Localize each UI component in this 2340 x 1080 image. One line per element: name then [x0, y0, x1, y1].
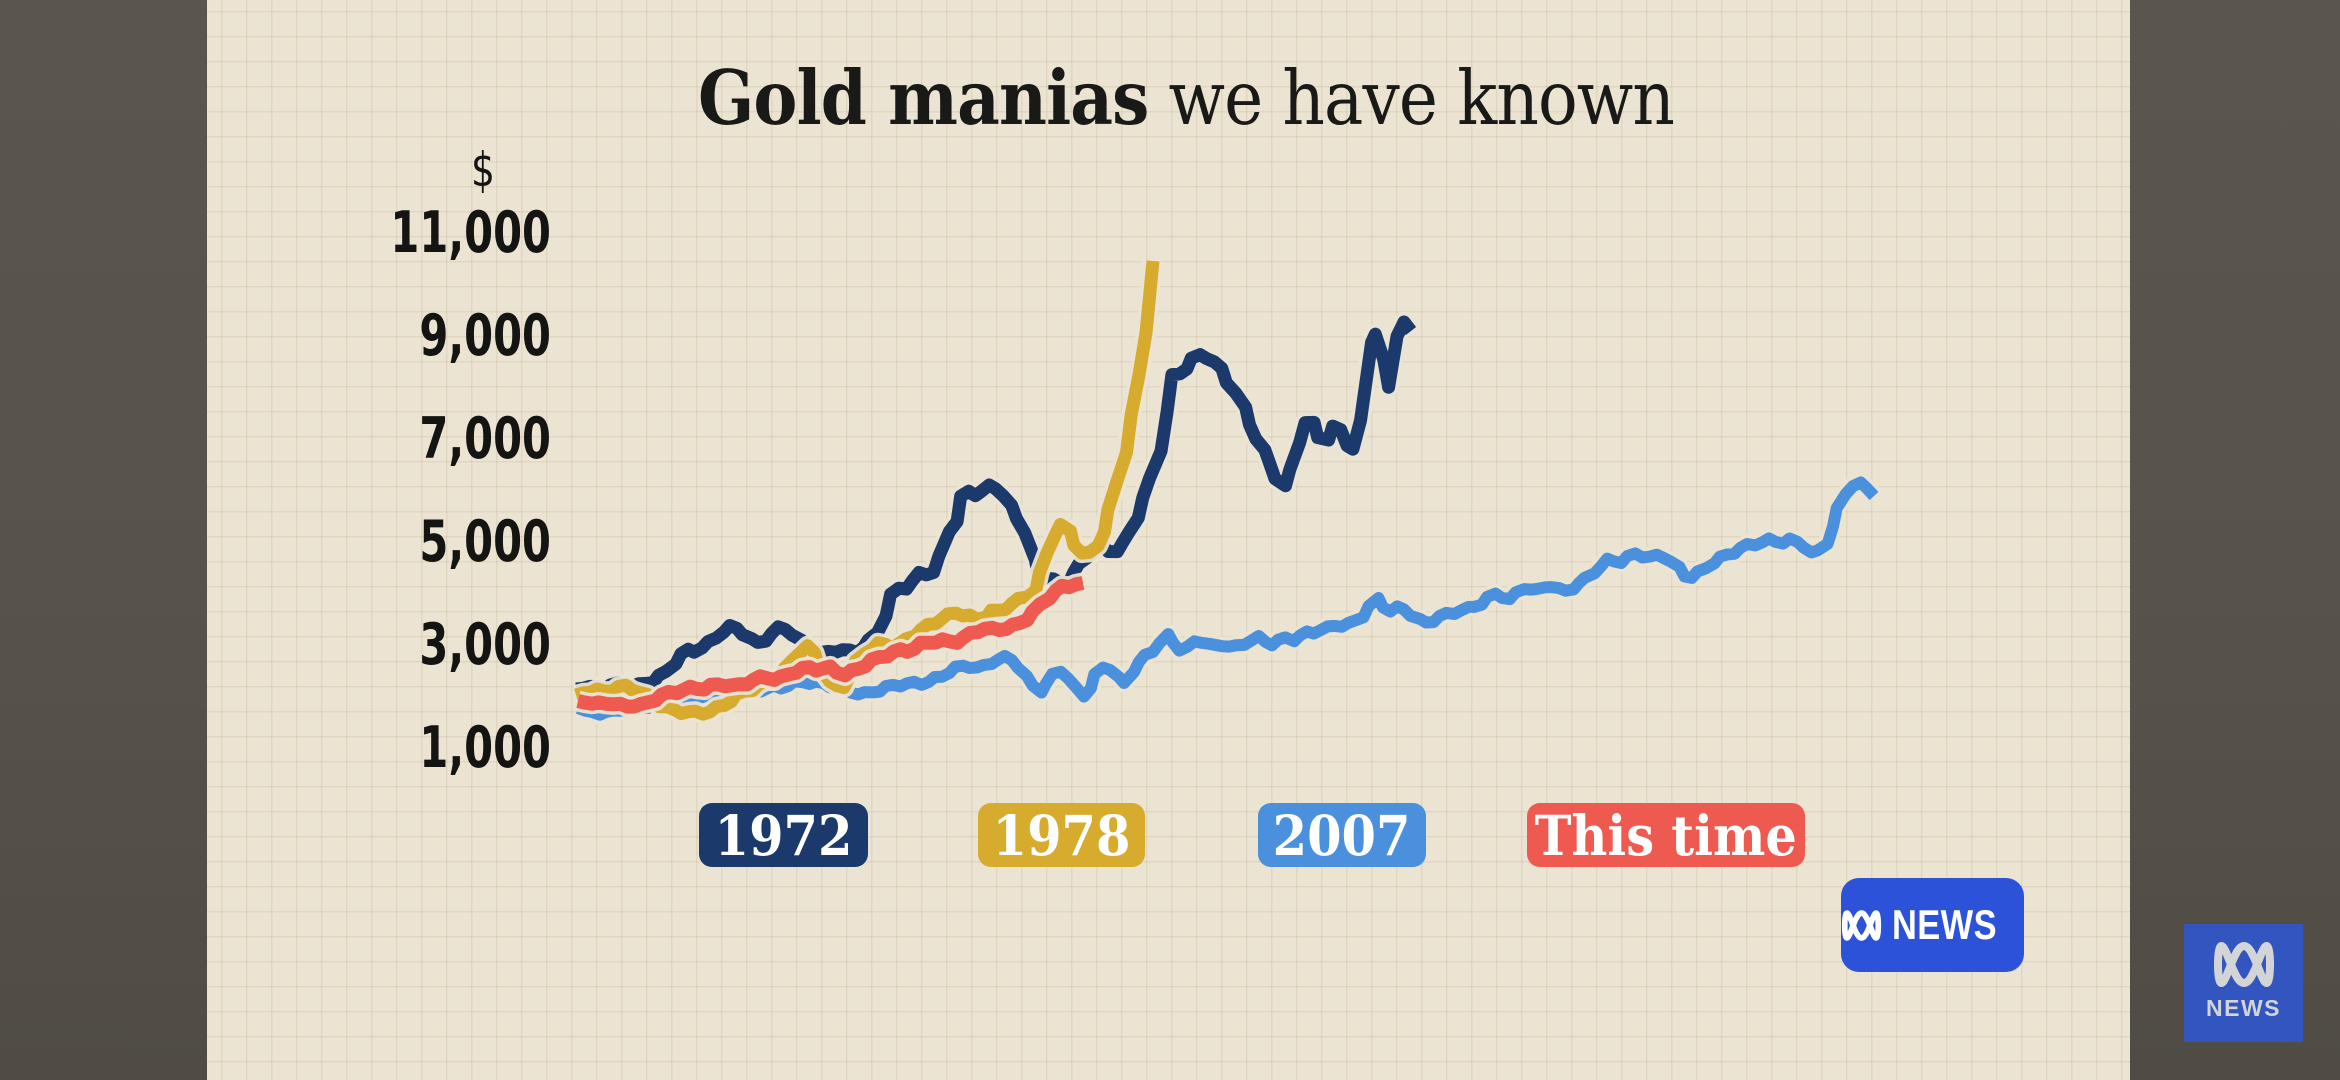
chart-title-bold: Gold manias	[697, 54, 1149, 142]
chart-title-regular: we have known	[1148, 54, 1675, 142]
y-axis-label-5000: 5,000	[419, 509, 551, 575]
chart-background	[207, 0, 2130, 1080]
legend-label-1978: 1978	[992, 802, 1131, 868]
line-halo-1978	[573, 260, 1163, 725]
y-axis-label-11000: 11,000	[390, 200, 551, 266]
chart-title: Gold manias we have known	[697, 54, 1675, 142]
line-series-1972	[575, 315, 1417, 697]
abc-lissajous-path	[1841, 909, 1882, 941]
legend-badge-1972: 1972	[699, 802, 868, 868]
legend-badge-2007: 2007	[1258, 802, 1426, 868]
legend-badge-1978: 1978	[978, 802, 1145, 868]
abc-news-watermark-label: NEWS	[1892, 901, 1997, 948]
abc-news-watermark: NEWS	[1841, 878, 2024, 972]
legend-label-2007: 2007	[1273, 802, 1411, 868]
line-series-this-time	[576, 576, 1085, 714]
legend-label-this-time: This time	[1534, 802, 1798, 868]
abc-lissajous-icon	[2213, 942, 2274, 987]
y-axis-label-9000: 9,000	[419, 303, 551, 369]
abc-lissajous-path	[2213, 942, 2274, 987]
abc-news-corner-logo: NEWS	[2184, 924, 2303, 1042]
y-axis-label-1000: 1,000	[419, 715, 551, 781]
legend-label-1972: 1972	[714, 802, 853, 868]
abc-lissajous-icon	[1841, 909, 1882, 941]
y-axis-unit-label: $	[471, 143, 495, 198]
legend-badge-this-time: This time	[1527, 802, 1805, 868]
y-axis-label-7000: 7,000	[419, 406, 551, 472]
y-axis-label-3000: 3,000	[419, 612, 551, 678]
abc-news-corner-label: NEWS	[2206, 995, 2281, 1021]
